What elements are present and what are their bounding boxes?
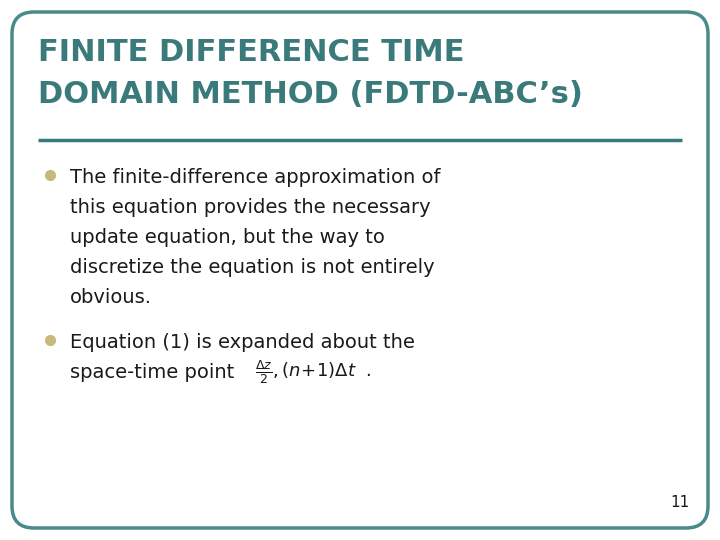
Text: discretize the equation is not entirely: discretize the equation is not entirely: [70, 258, 435, 277]
Text: Equation (1) is expanded about the: Equation (1) is expanded about the: [70, 333, 415, 352]
FancyBboxPatch shape: [12, 12, 708, 528]
Text: The finite-difference approximation of: The finite-difference approximation of: [70, 168, 441, 187]
Text: DOMAIN METHOD (FDTD-ABC’s): DOMAIN METHOD (FDTD-ABC’s): [38, 80, 583, 109]
Text: space-time point: space-time point: [70, 363, 234, 382]
Text: 11: 11: [671, 495, 690, 510]
Text: this equation provides the necessary: this equation provides the necessary: [70, 198, 431, 217]
Text: obvious.: obvious.: [70, 288, 152, 307]
Text: update equation, but the way to: update equation, but the way to: [70, 228, 385, 247]
Text: FINITE DIFFERENCE TIME: FINITE DIFFERENCE TIME: [38, 38, 464, 67]
Text: $\frac{\Delta z}{2}$$, (n\!+\!1)\Delta t$  .: $\frac{\Delta z}{2}$$, (n\!+\!1)\Delta t…: [255, 358, 372, 386]
